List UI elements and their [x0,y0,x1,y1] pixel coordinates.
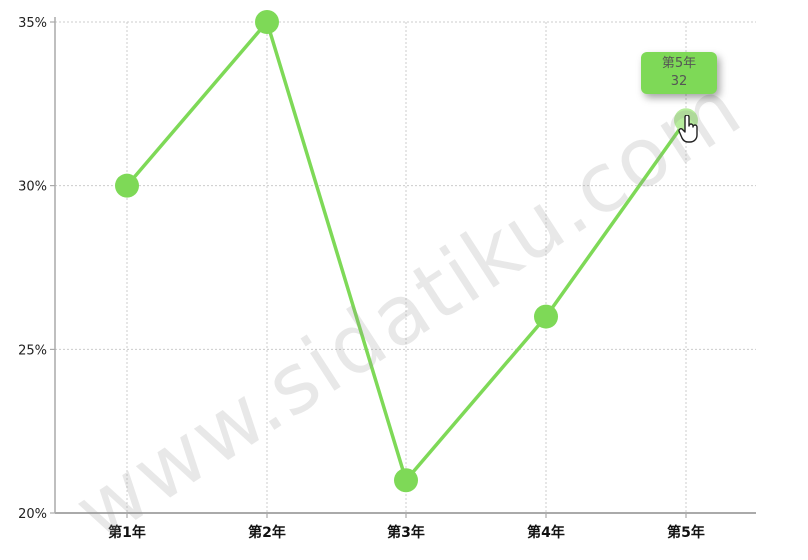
x-tick-label: 第4年 [527,524,565,541]
tooltip-value: 32 [670,74,688,89]
tooltip-category: 第5年 [661,56,697,71]
tooltip: 第5年 32 [641,52,717,94]
y-tick-label: 30% [18,180,47,195]
grid-lines [55,21,756,513]
x-tick-label: 第5年 [667,524,705,541]
data-point[interactable] [255,10,279,34]
x-tick-label: 第3年 [387,524,425,541]
x-tick-label: 第1年 [108,524,146,541]
axes [50,17,756,518]
data-point[interactable] [534,304,558,329]
x-axis-labels: 第1年 第2年 第3年 第4年 第5年 [108,524,705,541]
hand-pointer-icon [678,115,698,143]
data-point[interactable] [115,173,139,198]
y-axis-labels: 20% 25% 30% 35% [18,16,47,522]
y-tick-label: 35% [18,16,47,31]
y-tick-label: 25% [18,343,47,358]
y-tick-label: 20% [18,507,47,522]
data-point[interactable] [394,468,418,493]
x-tick-label: 第2年 [248,524,286,541]
